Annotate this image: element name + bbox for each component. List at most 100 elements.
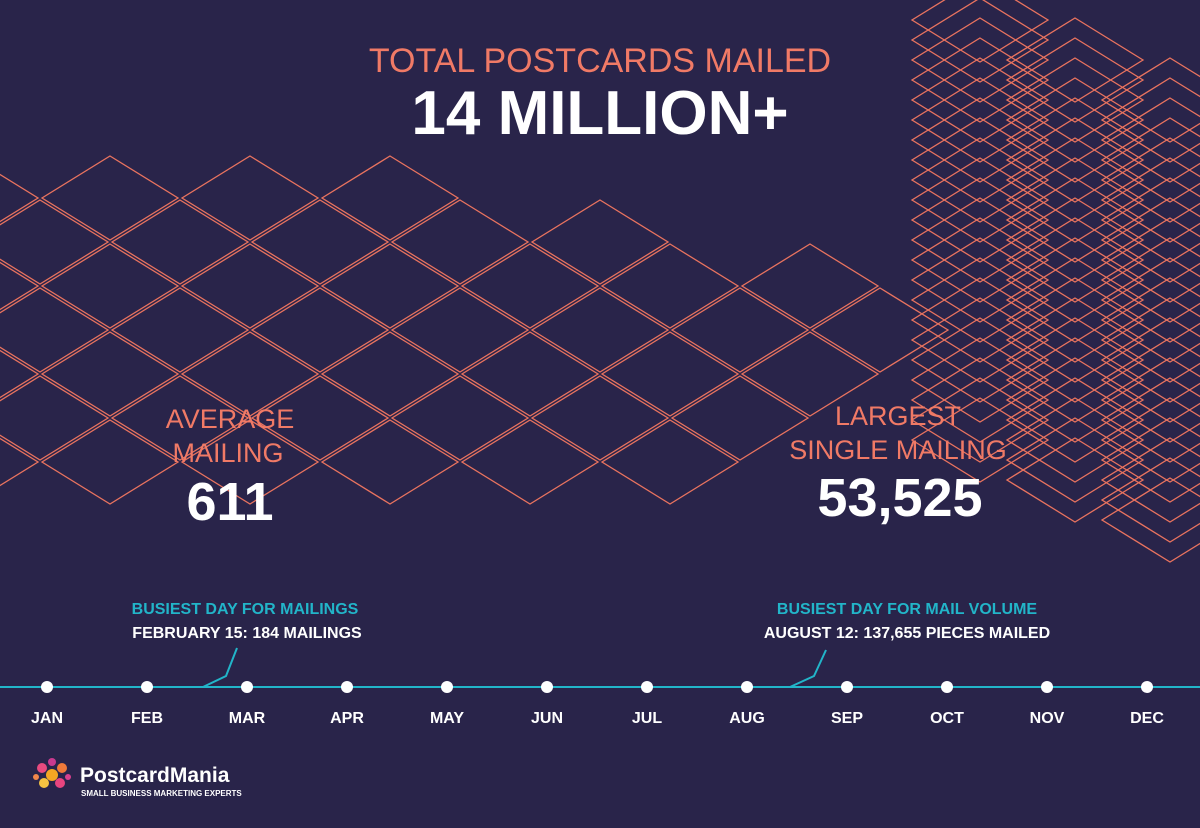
month-label: JAN xyxy=(31,710,63,727)
month-label: AUG xyxy=(729,710,765,727)
month-label: NOV xyxy=(1030,710,1065,727)
month-label: SEP xyxy=(831,710,863,727)
deco-diamond xyxy=(600,419,740,505)
deco-diamond xyxy=(910,377,1050,463)
deco-diamond xyxy=(910,317,1050,403)
deco-diamond xyxy=(460,331,600,417)
month-dot xyxy=(741,681,753,693)
deco-diamond xyxy=(110,375,250,461)
deco-diamond xyxy=(1100,117,1200,203)
month-dot xyxy=(241,681,253,693)
deco-diamond xyxy=(1100,477,1200,563)
month-label: MAY xyxy=(430,710,464,727)
stat-value: 611 xyxy=(186,472,273,532)
month-label: FEB xyxy=(131,710,163,727)
month-label: JUN xyxy=(531,710,563,727)
deco-diamond xyxy=(910,177,1050,263)
deco-diamond xyxy=(910,337,1050,423)
deco-diamond xyxy=(1100,197,1200,283)
deco-diamond xyxy=(910,217,1050,303)
deco-diamond xyxy=(910,37,1050,123)
deco-diamond xyxy=(530,375,670,461)
deco-diamond xyxy=(740,243,880,329)
deco-diamond xyxy=(910,0,1050,63)
deco-diamond xyxy=(810,287,950,373)
deco-diamond xyxy=(1100,297,1200,383)
deco-diamond xyxy=(1005,157,1145,243)
deco-diamond xyxy=(1005,257,1145,343)
logo-icon xyxy=(33,758,71,788)
deco-diamond xyxy=(180,419,320,505)
deco-diamond xyxy=(910,197,1050,283)
deco-diamond xyxy=(110,287,250,373)
deco-diamond xyxy=(1100,77,1200,163)
deco-diamond xyxy=(1100,57,1200,143)
month-dot xyxy=(941,681,953,693)
deco-diamond xyxy=(1005,197,1145,283)
deco-diamond xyxy=(1005,417,1145,503)
month-dot xyxy=(841,681,853,693)
deco-diamond xyxy=(910,357,1050,443)
month-label: DEC xyxy=(1130,710,1164,727)
deco-diamond xyxy=(1100,417,1200,503)
stat-label: MAILING xyxy=(172,438,283,468)
deco-diamond xyxy=(1005,437,1145,523)
month-label: JUL xyxy=(632,710,662,727)
deco-diamond xyxy=(110,199,250,285)
deco-diamond xyxy=(1005,217,1145,303)
deco-diamond xyxy=(600,331,740,417)
deco-diamond xyxy=(320,155,460,241)
deco-diamond xyxy=(1100,457,1200,543)
callout-detail: FEBRUARY 15: 184 MAILINGS xyxy=(132,625,362,642)
deco-diamond xyxy=(1100,397,1200,483)
deco-diamond xyxy=(670,375,810,461)
deco-diamond xyxy=(0,287,110,373)
deco-diamond xyxy=(250,375,390,461)
month-label: MAR xyxy=(229,710,266,727)
month-dot xyxy=(41,681,53,693)
deco-diamond xyxy=(1005,177,1145,263)
deco-diamond xyxy=(600,243,740,329)
deco-diamond xyxy=(1100,157,1200,243)
deco-diamond xyxy=(1005,317,1145,403)
deco-diamond xyxy=(1005,17,1145,103)
deco-diamond xyxy=(1005,97,1145,183)
deco-diamond xyxy=(1100,257,1200,343)
logo-tagline: SMALL BUSINESS MARKETING EXPERTS xyxy=(81,789,242,798)
month-dot xyxy=(341,681,353,693)
deco-diamond xyxy=(180,243,320,329)
month-dot xyxy=(141,681,153,693)
logo-name: PostcardMania xyxy=(80,764,230,787)
deco-diamond xyxy=(180,331,320,417)
deco-diamond xyxy=(0,375,110,461)
deco-diamond xyxy=(910,257,1050,343)
deco-diamond xyxy=(1005,337,1145,423)
callout-title: BUSIEST DAY FOR MAIL VOLUME xyxy=(777,601,1038,618)
deco-diamond xyxy=(910,97,1050,183)
callout-detail: AUGUST 12: 137,655 PIECES MAILED xyxy=(764,625,1050,642)
deco-diamond xyxy=(0,437,40,487)
deco-diamond xyxy=(910,397,1050,483)
stat-label: LARGEST xyxy=(835,401,961,431)
deco-diamond xyxy=(1005,77,1145,163)
deco-diamond xyxy=(1100,317,1200,403)
deco-diamond xyxy=(320,243,460,329)
deco-diamond xyxy=(910,0,1050,83)
deco-diamond xyxy=(910,137,1050,223)
stat-value: 53,525 xyxy=(817,468,982,528)
deco-diamond xyxy=(1100,217,1200,303)
deco-diamond xyxy=(1005,117,1145,203)
deco-diamond xyxy=(1100,337,1200,423)
deco-diamond xyxy=(390,199,530,285)
deco-diamond xyxy=(1100,377,1200,463)
callout-pointer xyxy=(789,649,827,688)
deco-diamond xyxy=(530,199,670,285)
deco-diamond xyxy=(40,331,180,417)
deco-diamond xyxy=(1100,137,1200,223)
deco-diamond xyxy=(910,17,1050,103)
month-label: OCT xyxy=(930,710,964,727)
deco-diamond xyxy=(40,155,180,241)
deco-diamond xyxy=(1005,377,1145,463)
deco-diamond xyxy=(1100,357,1200,443)
